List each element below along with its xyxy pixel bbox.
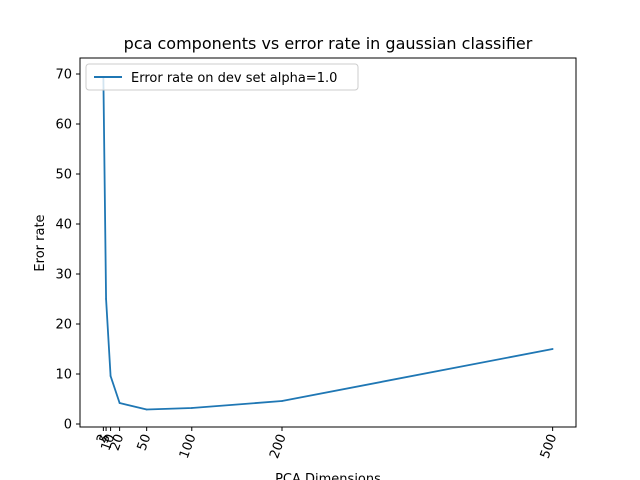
y-tick-label: 20 bbox=[55, 318, 72, 333]
data-point bbox=[190, 407, 193, 409]
y-axis-label: Eror rate bbox=[33, 214, 48, 271]
y-tick-label: 50 bbox=[55, 168, 72, 183]
x-tick-label: 10 bbox=[99, 432, 119, 453]
data-point bbox=[551, 348, 554, 350]
legend: Error rate on dev set alpha=1.0 bbox=[85, 63, 359, 91]
y-tick-label: 30 bbox=[55, 268, 72, 283]
data-point bbox=[105, 298, 107, 300]
data-point bbox=[109, 375, 112, 377]
y-tick-label: 10 bbox=[55, 368, 72, 383]
legend-box bbox=[85, 63, 359, 91]
legend-entry-label: Error rate on dev set alpha=1.0 bbox=[131, 71, 337, 86]
x-tick-label: 20 bbox=[108, 432, 128, 453]
axes-frame bbox=[79, 57, 577, 428]
y-tick-label: 70 bbox=[55, 68, 72, 83]
data-point bbox=[118, 402, 121, 404]
y-tick-label: 40 bbox=[55, 218, 72, 233]
data-point bbox=[281, 400, 283, 402]
data-point bbox=[145, 408, 148, 411]
series-line-0 bbox=[102, 76, 553, 411]
y-tick-label: 0 bbox=[64, 418, 72, 433]
y-axis-ticks: 0 10 20 30 40 50 60 70 bbox=[55, 68, 80, 433]
x-tick-label: 50 bbox=[135, 432, 155, 453]
y-tick-label: 60 bbox=[55, 118, 72, 133]
x-axis-label: PCA Dimensions bbox=[275, 472, 381, 480]
chart-title: pca components vs error rate in gaussian… bbox=[124, 34, 533, 53]
